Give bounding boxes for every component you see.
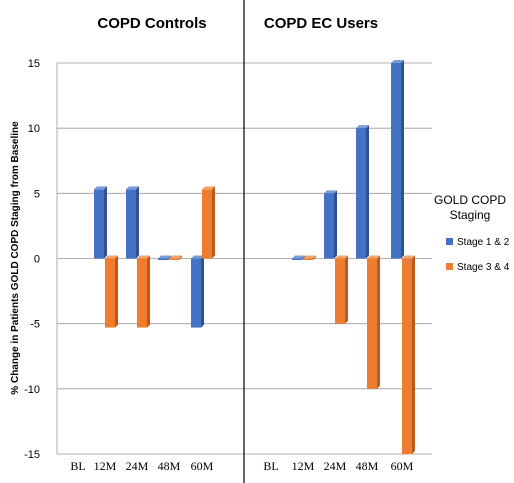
bar-top	[303, 255, 316, 259]
bar-side	[377, 255, 380, 389]
y-tick-label: -15	[24, 449, 40, 461]
legend-swatch	[446, 238, 453, 245]
x-tick-label: 48M	[158, 459, 181, 473]
bar-top	[356, 125, 369, 129]
y-tick-label: 10	[28, 123, 40, 135]
y-tick-label: 0	[34, 254, 40, 266]
bar-side	[302, 255, 305, 260]
y-tick-label: -5	[30, 319, 40, 331]
legend-title: GOLD COPD	[434, 193, 506, 207]
bar	[292, 258, 302, 260]
bar	[202, 189, 212, 259]
bar-top	[292, 255, 305, 259]
bar-side	[179, 255, 182, 260]
bar-top	[105, 255, 118, 259]
x-tick-label: 60M	[391, 459, 414, 473]
bar-side	[345, 255, 348, 324]
bar-top	[324, 190, 337, 194]
x-tick-label: 60M	[191, 459, 214, 473]
bar-top	[402, 255, 415, 259]
bar	[303, 258, 313, 260]
bar-top	[191, 255, 204, 259]
bar-side	[412, 255, 415, 454]
legend-swatch	[446, 263, 453, 270]
bar	[391, 63, 401, 259]
x-tick-label: 12M	[292, 459, 315, 473]
bar-side	[147, 255, 150, 328]
bar-side	[201, 255, 204, 328]
bar-top	[137, 255, 150, 259]
panel-title: COPD Controls	[97, 15, 206, 32]
bar	[356, 128, 366, 259]
y-tick-label: 15	[28, 58, 40, 70]
bar-side	[104, 186, 107, 259]
bar-side	[115, 255, 118, 328]
bar-top	[391, 60, 404, 63]
bar-side	[366, 125, 369, 259]
legend-title: Staging	[450, 208, 491, 222]
bar-top	[202, 186, 215, 190]
x-tick-label: 12M	[94, 459, 117, 473]
y-tick-label: 5	[34, 188, 40, 200]
bar-top	[169, 255, 182, 259]
bar-side	[313, 255, 316, 260]
x-tick-label: BL	[70, 459, 85, 473]
bar	[94, 189, 104, 259]
panel-title: COPD EC Users	[264, 15, 378, 32]
bar-side	[168, 255, 171, 260]
y-axis-label: % Change in Patients GOLD COPD Staging f…	[10, 121, 21, 395]
bar-side	[212, 186, 215, 259]
bar-side	[401, 60, 404, 259]
bar	[402, 258, 412, 454]
legend-label: Stage 1 & 2	[457, 237, 510, 248]
bar	[191, 258, 201, 328]
bar	[367, 258, 377, 389]
bar	[169, 258, 179, 260]
bar-top	[94, 186, 107, 190]
x-tick-label: 24M	[126, 459, 149, 473]
bar	[158, 258, 168, 260]
bar-top	[126, 186, 139, 190]
x-tick-label: 24M	[324, 459, 347, 473]
bar-side	[334, 190, 337, 259]
x-tick-label: BL	[263, 459, 278, 473]
bar	[335, 258, 345, 324]
bar-side	[136, 186, 139, 259]
y-tick-label: -10	[24, 384, 40, 396]
x-tick-label: 48M	[356, 459, 379, 473]
bar-top	[335, 255, 348, 259]
bar	[126, 189, 136, 259]
bar-top	[367, 255, 380, 259]
bar-top	[158, 255, 171, 259]
bar	[137, 258, 147, 328]
bar	[105, 258, 115, 328]
legend-label: Stage 3 & 4	[457, 262, 510, 273]
bar	[324, 193, 334, 259]
